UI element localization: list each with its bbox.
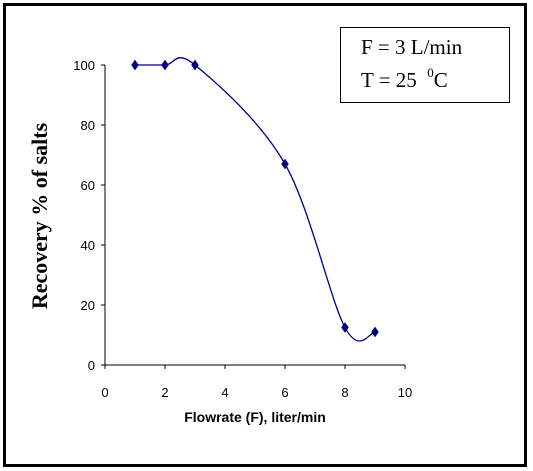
x-tick-label: 4 [221,385,228,400]
x-tick-label: 6 [281,385,288,400]
x-axis-label: Flowrate (F), liter/min [184,409,326,425]
tick-labels: 0 20 40 60 80 100 0 2 4 6 8 10 [73,58,412,400]
y-tick-label: 80 [81,118,95,133]
annotation-superscript: 0 [427,65,434,80]
y-tick-label: 40 [81,238,95,253]
data-point [371,326,379,338]
y-tick-label: 60 [81,178,95,193]
y-axis-label: Recovery % of salts [27,122,52,309]
data-point [341,322,349,333]
annotation-line-2-suffix: C [433,68,448,92]
y-tick-label: 20 [81,298,95,313]
data-point [161,59,169,71]
x-tick-label: 0 [101,385,108,400]
annotation-line-2: T = 25 0C [361,61,509,94]
markers [131,59,379,338]
series-curve [135,57,376,342]
x-tick-label: 8 [341,385,348,400]
data-point [131,59,139,71]
y-tick-label: 100 [73,58,95,73]
x-tick-label: 2 [161,385,168,400]
data-point [191,59,199,71]
annotation-box: F = 3 L/min T = 25 0C [340,27,510,103]
x-tick-label: 10 [398,385,412,400]
annotation-line-1: F = 3 L/min [361,35,463,59]
data-point [281,158,289,170]
y-tick-label: 0 [88,358,95,373]
annotation-line-2-prefix: T = 25 [361,68,428,92]
axes [101,64,406,369]
